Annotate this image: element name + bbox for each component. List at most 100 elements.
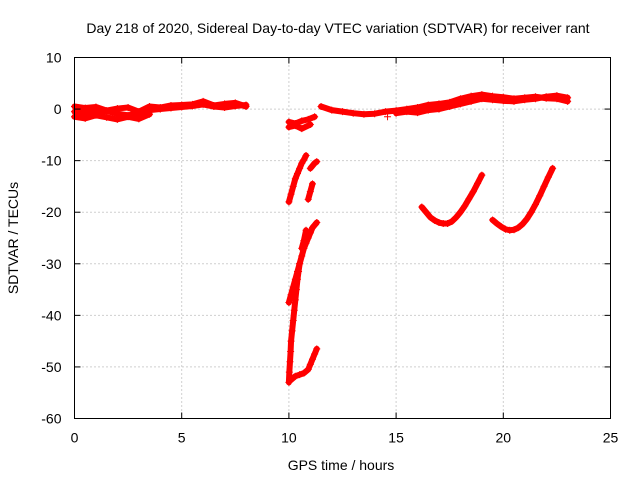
data-point — [536, 192, 544, 200]
data-point — [298, 159, 306, 167]
data-point — [289, 182, 297, 190]
data-point — [291, 372, 299, 380]
data-point — [313, 158, 321, 166]
data-point — [298, 244, 306, 252]
data-point — [135, 108, 143, 116]
y-tick-label: -30 — [41, 256, 61, 272]
data-point — [291, 296, 299, 304]
data-point — [293, 275, 301, 283]
data-point — [519, 220, 527, 228]
data-point — [403, 108, 411, 116]
data-point — [288, 327, 296, 335]
data-point — [544, 173, 552, 181]
data-point — [474, 179, 482, 187]
data-point — [289, 317, 297, 325]
data-point — [313, 219, 321, 227]
data-point — [311, 350, 319, 358]
data-segment — [285, 151, 310, 206]
data-point — [431, 216, 439, 224]
data-point — [285, 198, 293, 206]
data-point — [422, 208, 430, 216]
y-tick-label: -60 — [41, 411, 61, 427]
data-point — [465, 195, 473, 203]
data-point — [103, 107, 111, 115]
data-point — [426, 213, 434, 221]
data-segment — [306, 158, 321, 172]
x-tick-label: 15 — [388, 430, 404, 446]
data-point — [489, 216, 497, 224]
data-point — [81, 114, 89, 122]
data-point — [418, 203, 426, 211]
data-point — [298, 252, 306, 260]
data-point — [296, 260, 304, 268]
data-point — [295, 268, 303, 276]
data-point — [188, 100, 196, 108]
data-point — [435, 219, 443, 227]
data-point — [286, 358, 294, 366]
data-point — [424, 106, 432, 114]
data-point — [499, 97, 507, 105]
data-point — [360, 110, 368, 118]
data-point — [514, 224, 522, 232]
data-point — [167, 101, 175, 109]
data-point — [124, 113, 132, 121]
x-axis-label: GPS time / hours — [288, 457, 395, 473]
data-point — [292, 286, 300, 294]
data-segment — [285, 121, 314, 133]
y-tick-label: 10 — [46, 50, 62, 66]
data-point — [308, 180, 316, 188]
data-point — [113, 115, 121, 123]
data-point — [510, 97, 518, 105]
data-point — [456, 208, 464, 216]
data-point — [510, 226, 518, 234]
data-segment — [317, 91, 572, 118]
data-point — [306, 121, 314, 129]
data-point — [300, 237, 308, 245]
data-point — [564, 94, 572, 102]
data-point — [531, 95, 539, 103]
data-point — [199, 97, 207, 105]
data-point — [506, 226, 514, 234]
data-point — [456, 100, 464, 108]
data-point — [304, 195, 312, 203]
data-point — [446, 102, 454, 110]
x-tick-label: 0 — [71, 430, 79, 446]
data-point — [493, 220, 501, 228]
data-point — [478, 171, 486, 179]
data-point — [285, 298, 293, 306]
y-tick-label: 0 — [54, 101, 62, 117]
data-point — [300, 156, 308, 164]
data-point — [448, 217, 456, 225]
data-segment — [384, 113, 392, 121]
data-point — [146, 110, 154, 118]
data-point — [210, 101, 218, 109]
data-point — [156, 104, 164, 112]
data-point — [287, 376, 295, 384]
plot-frame — [74, 57, 611, 419]
data-point — [304, 115, 312, 123]
data-segment — [285, 260, 304, 386]
data-point — [308, 355, 316, 363]
data-segment — [489, 164, 557, 234]
data-point — [371, 110, 379, 118]
data-point — [306, 360, 314, 368]
data-point — [461, 202, 469, 210]
chart-title: Day 218 of 2020, Sidereal Day-to-day VTE… — [86, 20, 589, 36]
data-point — [298, 125, 306, 133]
data-point — [178, 101, 186, 109]
data-point — [291, 175, 299, 183]
data-point — [311, 113, 319, 121]
x-tick-labels: 0 5 10 15 20 25 — [71, 430, 619, 446]
data-point — [469, 188, 477, 196]
data-point — [290, 306, 298, 314]
data-point — [92, 103, 100, 111]
data-point — [531, 200, 539, 208]
data-point — [296, 164, 304, 172]
data-point — [452, 213, 460, 221]
data-point — [523, 215, 531, 223]
data-point — [146, 102, 154, 110]
data-point — [92, 111, 100, 119]
y-axis-label: SDTVAR / TECUs — [5, 182, 21, 294]
data-point — [549, 164, 557, 172]
